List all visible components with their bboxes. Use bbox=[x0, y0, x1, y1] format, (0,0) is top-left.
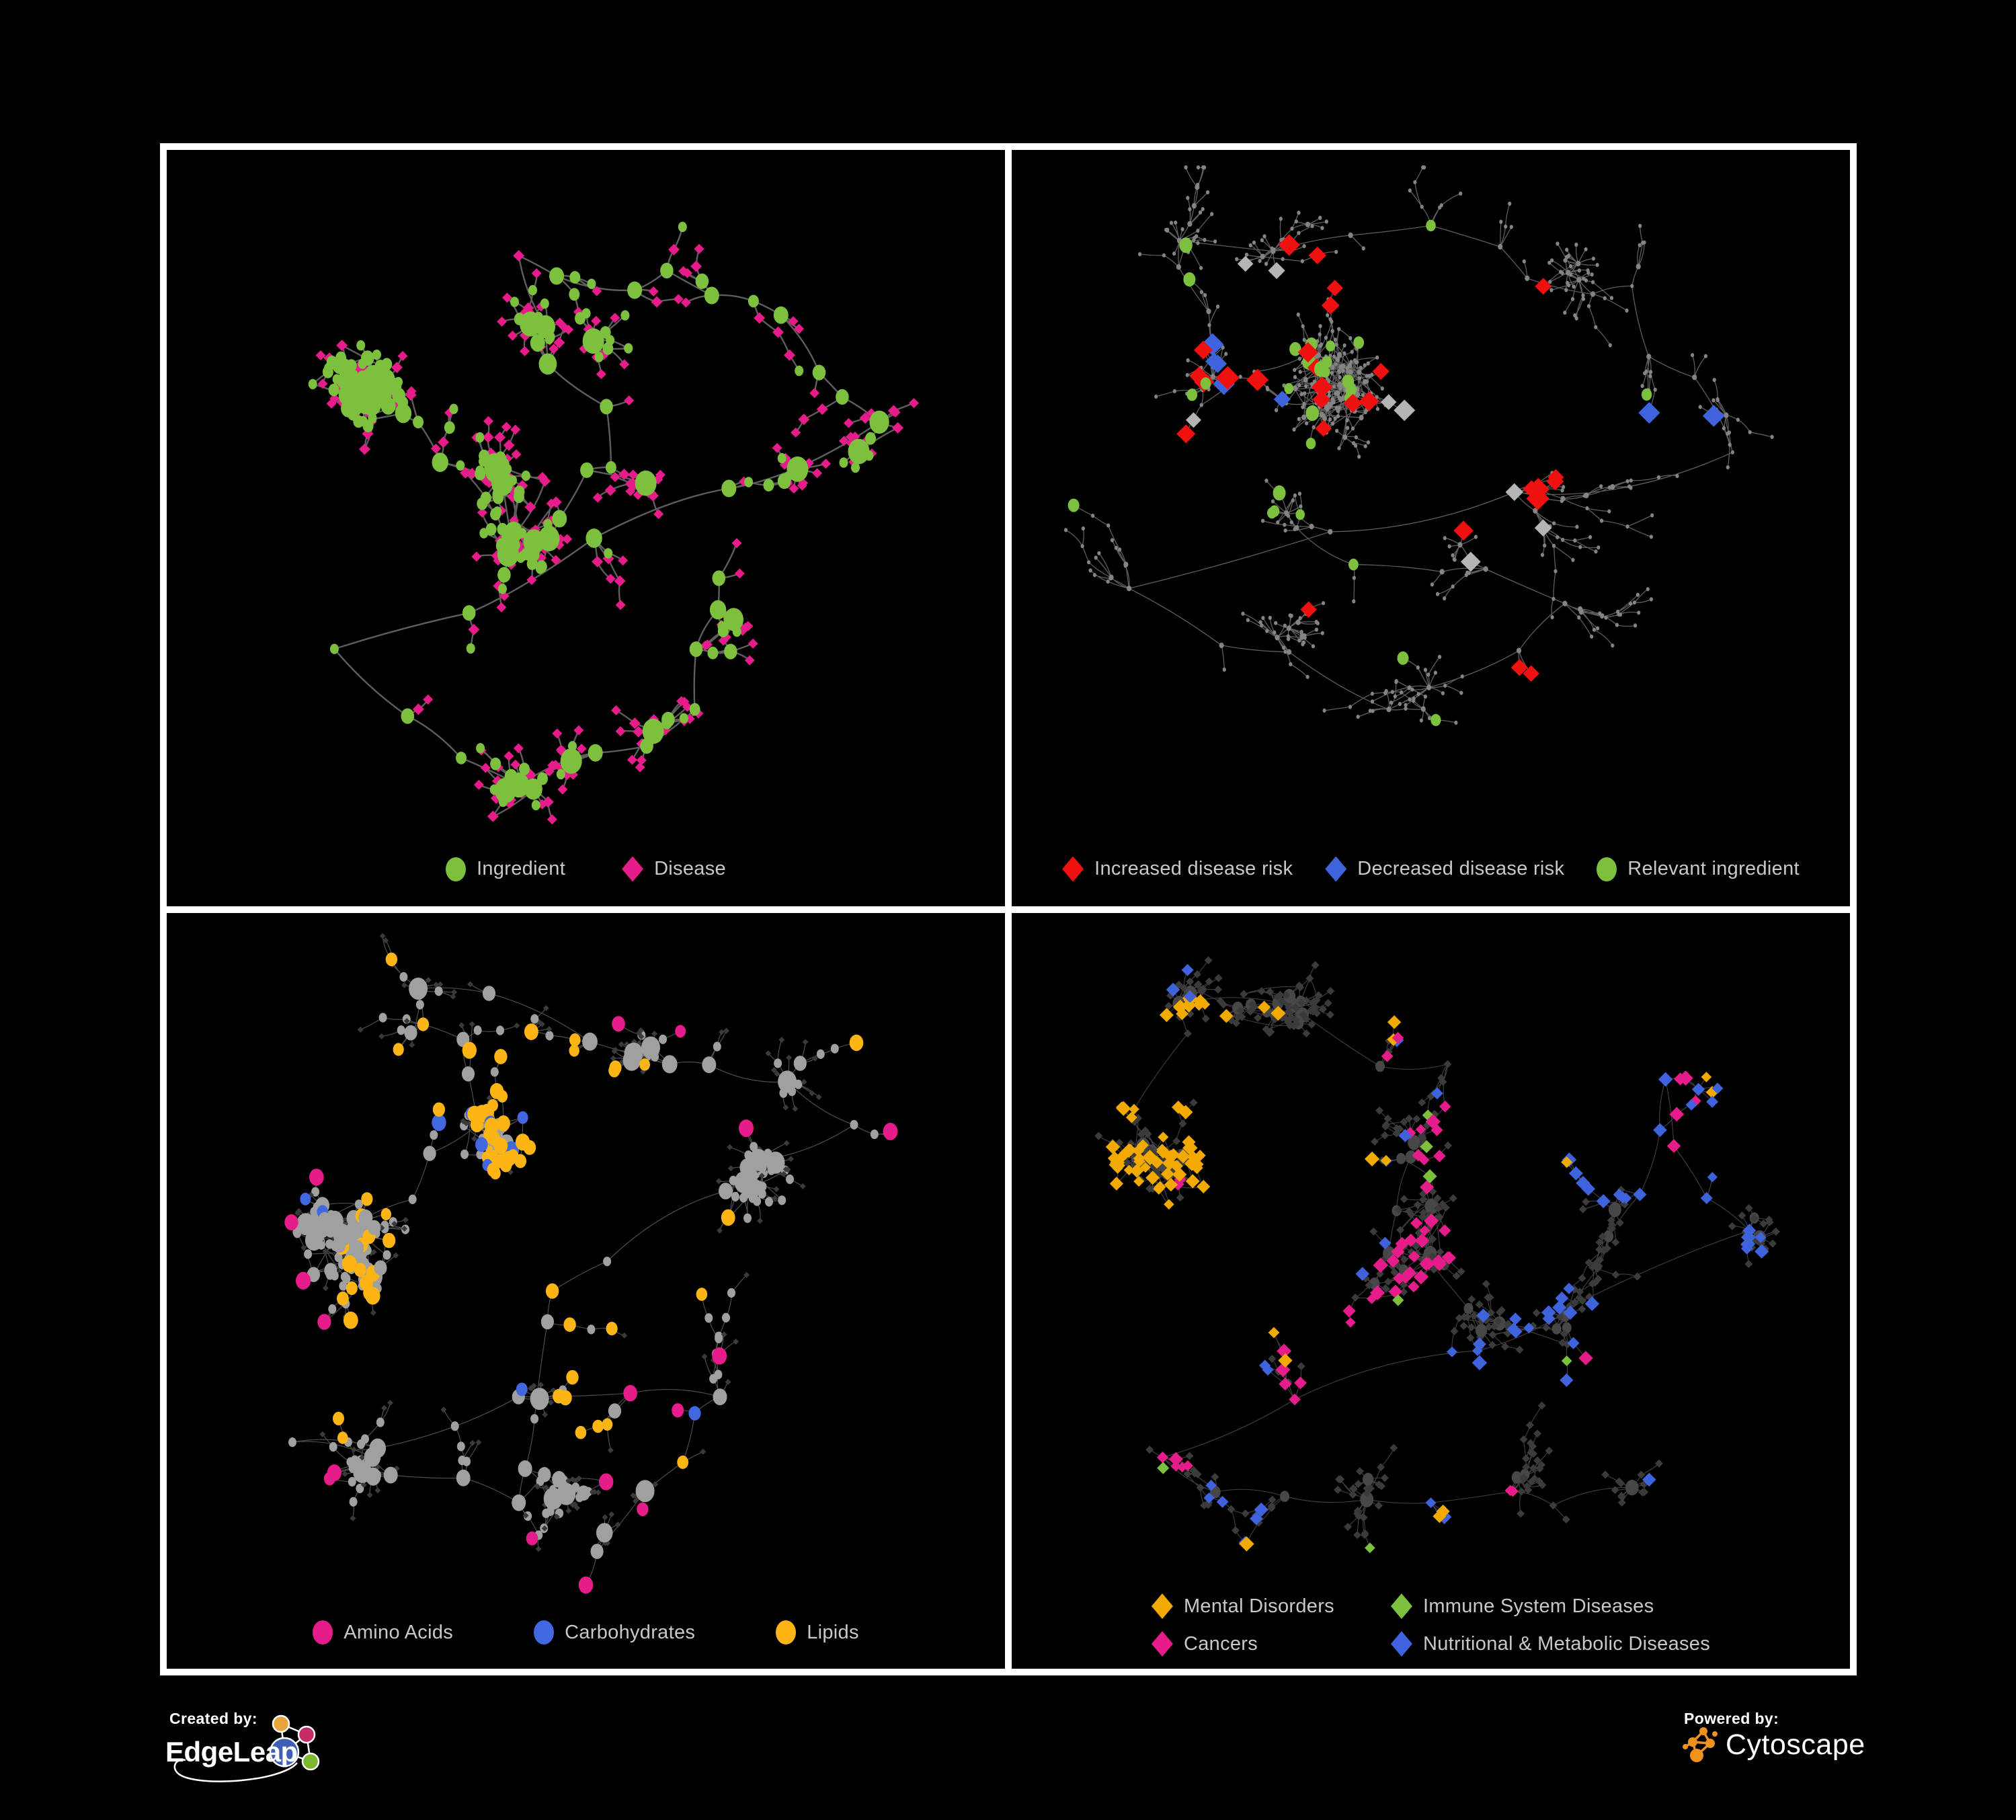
legend-ingredient-disease: Ingredient Disease bbox=[167, 856, 1005, 882]
panel-disease-risk: Increased disease risk Decreased disease … bbox=[1012, 150, 1850, 906]
legend-disease-categories: Mental Disorders Immune System Diseases Ca… bbox=[1012, 1593, 1850, 1657]
legend-swatch-diamond bbox=[1325, 856, 1347, 882]
edgeleap-node-magenta bbox=[297, 1725, 316, 1744]
legend-item-immune-system-diseases: Immune System Diseases bbox=[1390, 1593, 1710, 1619]
legend-swatch-diamond bbox=[1390, 1593, 1412, 1619]
edgeleap-logo: EdgeLeap bbox=[165, 1714, 320, 1782]
legend-item-amino-acids: Amino Acids bbox=[313, 1620, 453, 1645]
legend-swatch-diamond bbox=[1390, 1631, 1412, 1657]
legend-label: Nutritional & Metabolic Diseases bbox=[1422, 1632, 1711, 1655]
panel-grid: Ingredient Disease Increased disease risk… bbox=[160, 143, 1857, 1675]
legend-item-nutritional-metabolic-diseases: Nutritional & Metabolic Diseases bbox=[1390, 1631, 1711, 1657]
legend-item-increased-disease-risk: Increased disease risk bbox=[1062, 856, 1293, 882]
legend-label: Increased disease risk bbox=[1094, 858, 1293, 879]
legend-swatch-diamond bbox=[622, 856, 644, 882]
legend-swatch-diamond bbox=[1062, 856, 1084, 882]
powered-by-label: Powered by: bbox=[1684, 1710, 1779, 1727]
legend-label: Relevant ingredient bbox=[1627, 858, 1800, 879]
legend-item-cancers: Cancers bbox=[1151, 1631, 1334, 1657]
cytoscape-icon bbox=[1683, 1727, 1718, 1762]
panel-nutrient-classes: Amino Acids Carbohydrates Lipids bbox=[167, 912, 1005, 1669]
legend-swatch-circle bbox=[446, 857, 467, 881]
legend-swatch-diamond bbox=[1151, 1631, 1173, 1657]
legend-label: Carbohydrates bbox=[565, 1621, 696, 1643]
legend-nutrient-classes: Amino Acids Carbohydrates Lipids bbox=[167, 1620, 1005, 1645]
legend-label: Lipids bbox=[807, 1621, 859, 1643]
edgeleap-node-blue bbox=[269, 1737, 300, 1768]
edgeleap-node-green bbox=[301, 1752, 320, 1771]
legend-item-ingredient: Ingredient bbox=[446, 857, 565, 881]
network-disease-categories bbox=[1094, 955, 1781, 1553]
legend-label: Cancers bbox=[1183, 1632, 1258, 1655]
network-disease-risk bbox=[1063, 165, 1774, 726]
legend-item-carbohydrates: Carbohydrates bbox=[534, 1620, 695, 1645]
legend-swatch-circle bbox=[776, 1620, 797, 1645]
cytoscape-wordmark: Cytoscape bbox=[1726, 1728, 1865, 1761]
legend-swatch-circle bbox=[313, 1620, 333, 1645]
legend-swatch-circle bbox=[1597, 857, 1617, 881]
legend-item-disease: Disease bbox=[622, 856, 726, 882]
legend-item-decreased-disease-risk: Decreased disease risk bbox=[1325, 856, 1565, 882]
panel-disease-categories: Mental Disorders Immune System Diseases Ca… bbox=[1012, 912, 1850, 1669]
network-ingredient-disease bbox=[308, 221, 919, 825]
legend-item-mental-disorders: Mental Disorders bbox=[1151, 1593, 1334, 1619]
legend-swatch-circle bbox=[534, 1620, 555, 1645]
edgeleap-wordmark: EdgeLeap bbox=[165, 1736, 298, 1768]
legend-swatch-diamond bbox=[1151, 1593, 1173, 1619]
legend-label: Decreased disease risk bbox=[1357, 858, 1565, 879]
created-by-label: Created by: bbox=[169, 1710, 257, 1727]
legend-item-relevant-ingredient: Relevant ingredient bbox=[1597, 857, 1800, 881]
legend-label: Ingredient bbox=[477, 858, 566, 879]
legend-label: Mental Disorders bbox=[1183, 1595, 1334, 1617]
legend-disease-risk: Increased disease risk Decreased disease … bbox=[1012, 856, 1850, 882]
legend-label: Disease bbox=[654, 858, 726, 879]
legend-label: Immune System Diseases bbox=[1422, 1595, 1654, 1617]
edgeleap-node-orange bbox=[272, 1714, 290, 1733]
panel-ingredient-disease: Ingredient Disease bbox=[167, 150, 1005, 906]
legend-item-lipids: Lipids bbox=[776, 1620, 859, 1645]
network-nutrient-classes bbox=[284, 933, 898, 1593]
cytoscape-logo: Cytoscape bbox=[1683, 1725, 1865, 1764]
edgeleap-swoosh bbox=[173, 1759, 298, 1782]
legend-label: Amino Acids bbox=[344, 1621, 454, 1643]
